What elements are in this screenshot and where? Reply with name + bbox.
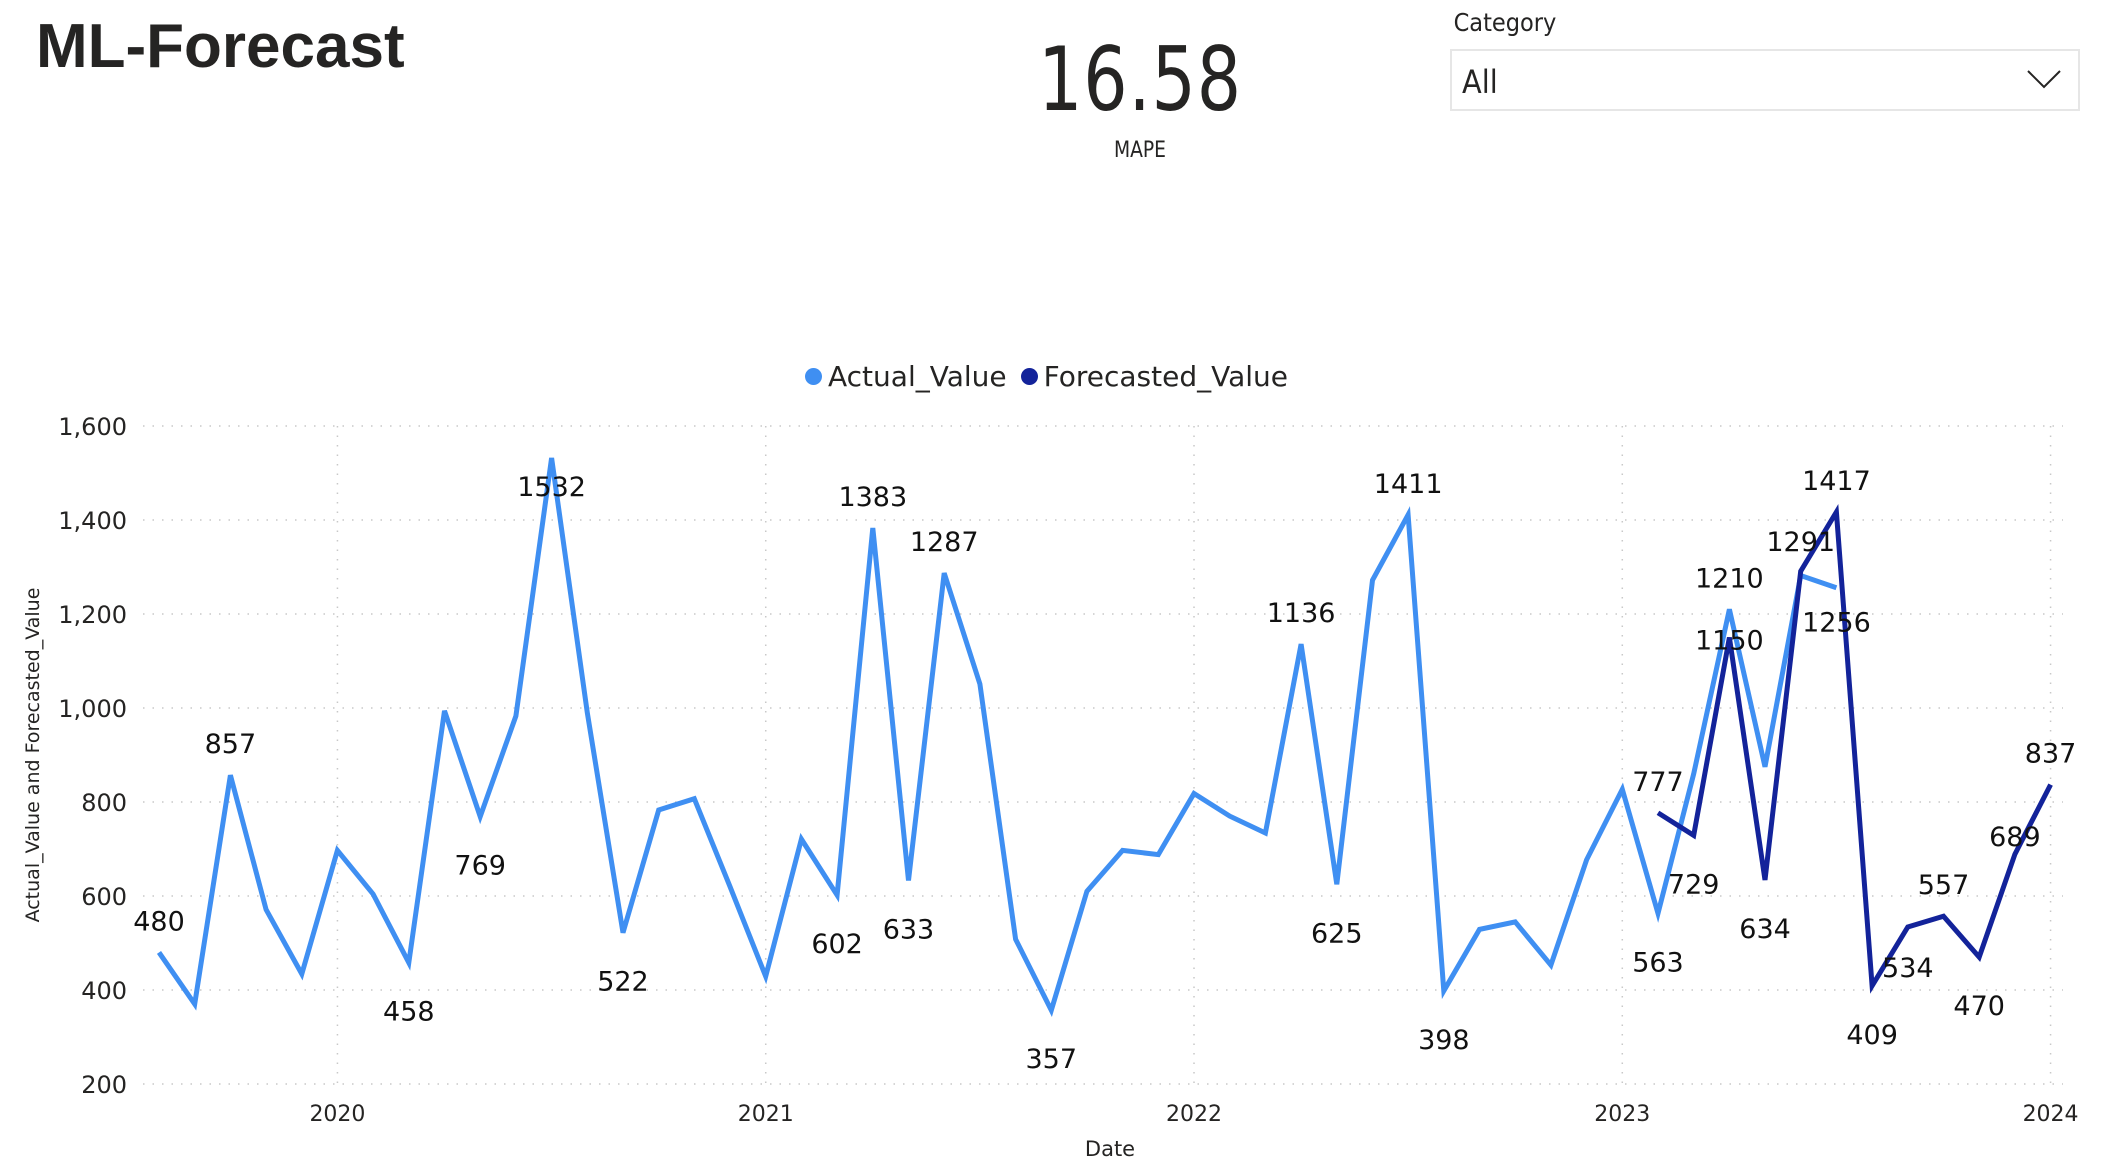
mape-card: 16.58 MAPE: [980, 28, 1300, 164]
data-label: 557: [1918, 870, 1970, 901]
legend-item-forecasted-value[interactable]: Forecasted_Value: [1020, 359, 1288, 393]
forecasted-value-line[interactable]: [1656, 504, 2053, 994]
data-label: 837: [2025, 739, 2077, 770]
data-label: 633: [883, 914, 935, 945]
data-label: 1287: [910, 527, 979, 558]
data-label: 857: [205, 729, 257, 760]
y-tick-label: 1,200: [58, 601, 127, 629]
y-axis-ticks: 200 400 600 800 1,000 1,200 1,400 1,600: [58, 413, 127, 1099]
y-tick-label: 800: [81, 789, 127, 817]
data-label: 1256: [1802, 608, 1871, 639]
legend-label-forecasted-value: Forecasted_Value: [1043, 359, 1288, 393]
chart-legend: Actual_Value Forecasted_Value: [805, 356, 1302, 396]
x-tick-label: 2020: [309, 1102, 365, 1127]
page-title: ML-Forecast: [36, 12, 405, 81]
y-tick-label: 400: [81, 977, 127, 1005]
y-tick-label: 1,000: [58, 695, 127, 723]
data-label: 1150: [1695, 625, 1764, 656]
category-slicer: Category All: [1450, 6, 2080, 111]
mape-label: MAPE: [1113, 138, 1167, 163]
data-label: 769: [454, 851, 506, 882]
data-label: 357: [1025, 1044, 1077, 1075]
actual-value-marker-icon: [805, 367, 822, 385]
data-label: 470: [1953, 991, 2005, 1022]
chevron-down-icon[interactable]: [2026, 67, 2062, 91]
data-label: 689: [1989, 822, 2041, 853]
data-label: 1291: [1766, 527, 1835, 558]
data-label: 522: [597, 967, 649, 998]
data-label: 602: [811, 929, 863, 960]
forecasted-value-marker-icon: [1020, 367, 1038, 385]
y-axis-title: Actual_Value and Forecasted_Value: [22, 587, 44, 923]
mape-value: 16.58: [1038, 28, 1242, 131]
data-label: 398: [1418, 1025, 1470, 1056]
data-label: 634: [1739, 914, 1791, 945]
series-lines: [156, 457, 2053, 1017]
x-tick-label: 2022: [1166, 1102, 1222, 1127]
data-label: 409: [1846, 1020, 1898, 1051]
legend-item-actual-value[interactable]: Actual_Value: [805, 360, 1007, 393]
data-label: 729: [1668, 869, 1720, 900]
data-label: 1383: [838, 482, 907, 513]
data-label: 1532: [517, 472, 586, 503]
x-axis-ticks: 2020 2021 2022 2023 2024: [309, 1102, 2078, 1127]
y-tick-label: 200: [81, 1071, 127, 1099]
data-label: 777: [1632, 767, 1684, 798]
data-label: 458: [383, 997, 435, 1028]
data-label: 1210: [1695, 563, 1764, 594]
data-label: 563: [1632, 947, 1684, 978]
y-tick-label: 1,600: [58, 413, 127, 441]
y-tick-label: 1,400: [58, 507, 127, 535]
gridlines: [143, 425, 2063, 1085]
x-tick-label: 2021: [738, 1102, 794, 1127]
category-selected-value: All: [1462, 63, 1498, 101]
data-label: 1136: [1267, 598, 1336, 629]
legend-label-actual-value: Actual_Value: [828, 359, 1007, 393]
category-slicer-label: Category: [1453, 8, 1557, 37]
x-tick-label: 2024: [2023, 1102, 2079, 1127]
category-dropdown[interactable]: All: [1450, 49, 2080, 111]
data-label: 480: [133, 906, 185, 937]
actual-value-line[interactable]: [156, 457, 1838, 1017]
x-tick-label: 2023: [1594, 1102, 1650, 1127]
data-label: 1411: [1374, 469, 1443, 500]
data-label: 625: [1311, 918, 1363, 949]
data-label: 534: [1882, 953, 1934, 984]
y-tick-label: 600: [81, 883, 127, 911]
data-labels: 480 857 458 769 1532 522 602 1383 633 1287 357 1136…: [133, 466, 2076, 1075]
data-label: 1417: [1802, 466, 1871, 497]
x-axis-title: Date: [1084, 1137, 1136, 1161]
